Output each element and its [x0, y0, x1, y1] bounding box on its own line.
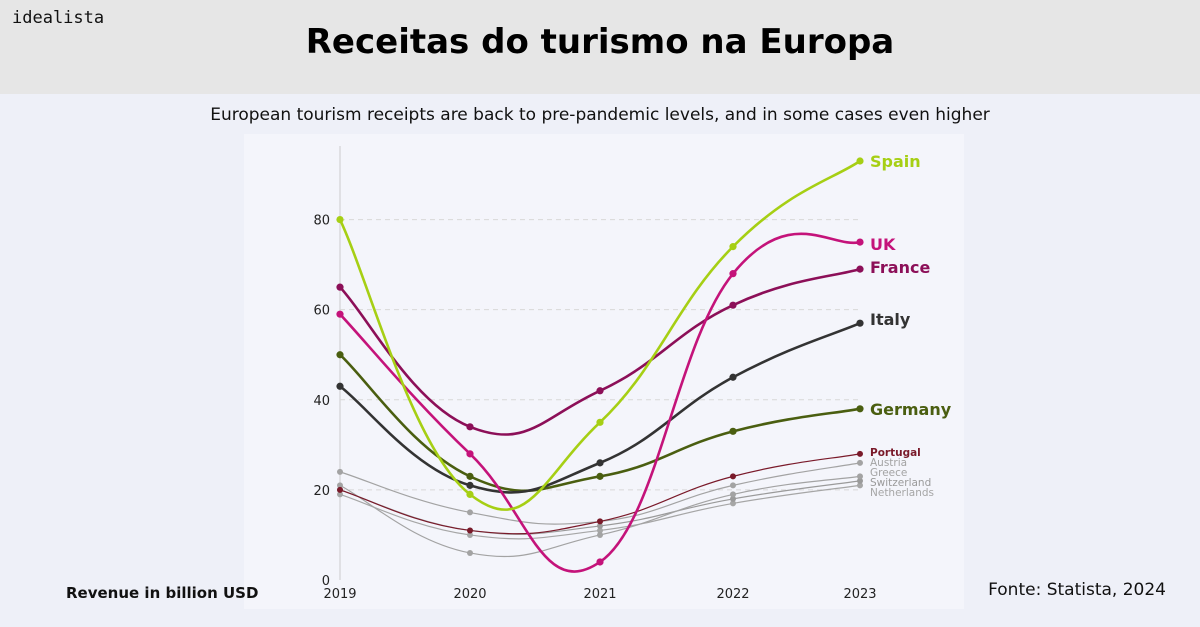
data-point-france — [856, 265, 864, 273]
y-tick-label: 40 — [313, 394, 330, 409]
data-point-portugal — [730, 473, 736, 480]
data-point-uk — [596, 558, 604, 566]
data-point-italy — [729, 373, 737, 381]
data-point-netherlands — [467, 531, 473, 538]
data-point-italy — [336, 382, 344, 390]
x-tick-label: 2020 — [453, 587, 486, 602]
series-line-france — [338, 267, 862, 436]
source-note: Fonte: Statista, 2024 — [988, 580, 1166, 600]
data-point-uk — [729, 270, 737, 278]
data-point-portugal — [467, 527, 473, 534]
x-tick-label: 2023 — [843, 587, 876, 602]
data-point-greece — [337, 482, 343, 489]
series-label-italy: Italy — [870, 310, 911, 329]
x-tick-label: 2022 — [716, 587, 749, 602]
data-point-france — [729, 301, 737, 309]
data-point-germany — [596, 472, 604, 480]
data-point-portugal — [337, 486, 343, 493]
series-label-switzerland: Switzerland — [870, 477, 931, 489]
series-line-italy — [338, 321, 862, 494]
series-line-uk — [338, 232, 862, 573]
series-label-austria: Austria — [870, 457, 907, 469]
series-label-germany: Germany — [870, 400, 952, 419]
line-chart: 0 20 40 60 80 2019 2020 2021 2022 2023 Netherlands… — [313, 146, 952, 602]
data-point-switzerland — [597, 522, 603, 529]
x-tick-label: 2019 — [323, 587, 356, 602]
series-label-netherlands: Netherlands — [870, 487, 934, 499]
data-point-spain — [729, 243, 737, 251]
data-point-greece — [467, 549, 473, 556]
header-banner: idealista Receitas do turismo na Europa — [0, 0, 1200, 94]
data-point-uk — [466, 450, 474, 458]
series-label-portugal: Portugal — [870, 447, 921, 459]
x-tick-label: 2021 — [583, 587, 616, 602]
y-tick-label: 60 — [313, 304, 330, 319]
data-point-uk — [336, 310, 344, 318]
data-point-netherlands — [337, 491, 343, 498]
data-point-portugal — [597, 518, 603, 525]
data-point-greece — [857, 473, 863, 480]
data-point-switzerland — [857, 477, 863, 484]
page-title: Receitas do turismo na Europa — [305, 22, 895, 62]
data-point-netherlands — [730, 500, 736, 507]
series-label-spain: Spain — [870, 152, 921, 171]
data-point-spain — [856, 157, 864, 165]
data-point-spain — [596, 418, 604, 426]
data-point-germany — [336, 351, 344, 359]
data-point-germany — [856, 405, 864, 413]
data-point-italy — [466, 481, 474, 489]
y-tick-label: 20 — [313, 484, 330, 499]
data-point-netherlands — [857, 482, 863, 489]
data-point-germany — [466, 472, 474, 480]
data-point-portugal — [857, 450, 863, 457]
data-point-germany — [729, 427, 737, 435]
data-point-greece — [730, 491, 736, 498]
data-point-france — [596, 387, 604, 395]
data-point-greece — [597, 531, 603, 538]
data-point-austria — [730, 482, 736, 489]
data-point-netherlands — [597, 527, 603, 534]
brand-logo: idealista — [12, 8, 105, 28]
data-point-italy — [856, 319, 864, 327]
data-point-spain — [466, 490, 474, 498]
data-point-france — [466, 423, 474, 431]
series-line-greece — [339, 475, 861, 558]
data-point-austria — [467, 509, 473, 516]
data-point-austria — [337, 468, 343, 475]
series-line-austria — [339, 462, 861, 525]
data-point-italy — [596, 459, 604, 467]
chart-panel: 0 20 40 60 80 2019 2020 2021 2022 2023 Netherlands… — [244, 134, 964, 609]
series-label-france: France — [870, 258, 930, 277]
chart-subtitle: European tourism receipts are back to pr… — [210, 105, 990, 125]
data-point-austria — [857, 459, 863, 466]
data-point-france — [336, 283, 344, 291]
series-line-spain — [338, 159, 862, 511]
data-point-switzerland — [730, 495, 736, 502]
data-point-spain — [336, 215, 344, 224]
series-label-uk: UK — [870, 235, 896, 254]
y-tick-label: 0 — [322, 574, 330, 589]
data-point-uk — [856, 238, 864, 246]
series-label-greece: Greece — [870, 467, 907, 479]
y-axis-label: Revenue in billion USD — [66, 584, 259, 602]
y-tick-label: 80 — [313, 214, 330, 229]
